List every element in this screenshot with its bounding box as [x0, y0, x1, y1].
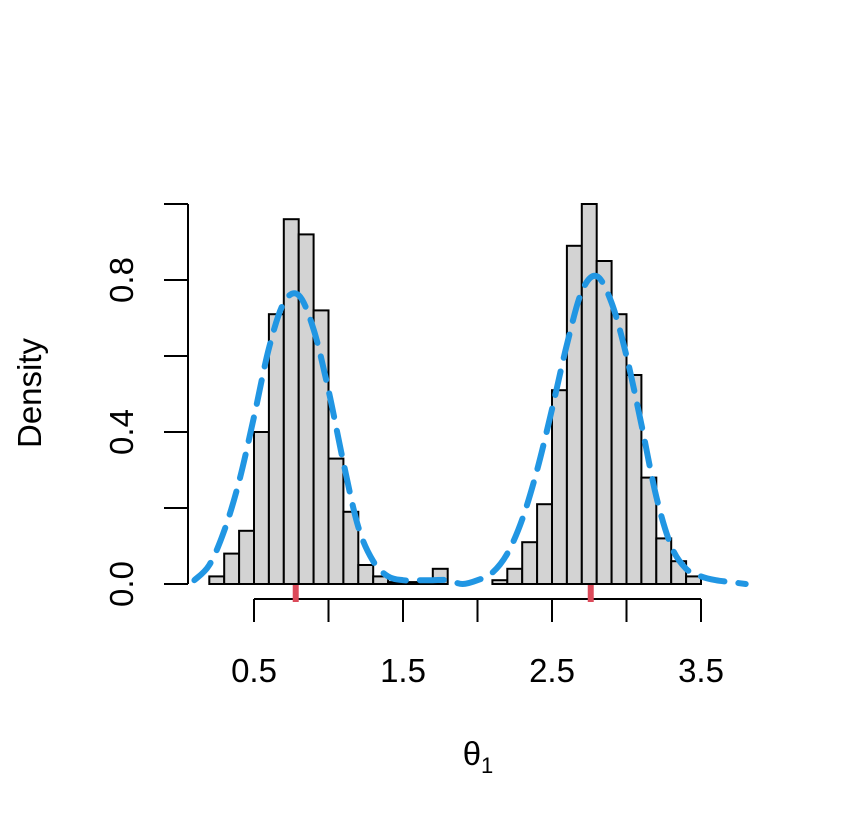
y-tick-label: 0.8: [103, 257, 140, 303]
x-tick-label: 0.5: [231, 652, 277, 689]
histogram-bar: [580, 203, 598, 585]
histogram-bar: [640, 476, 658, 586]
histogram-bar: [297, 233, 315, 585]
histogram-bar: [267, 313, 285, 585]
y-tick-label: 0.4: [103, 409, 140, 455]
y-axis-label: Density: [11, 337, 48, 448]
histogram-bar: [223, 552, 241, 585]
y-tick-label: 0.0: [103, 561, 140, 607]
rug-marks: [292, 585, 594, 602]
x-tick-label: 1.5: [380, 652, 426, 689]
histogram-bar: [536, 503, 553, 586]
y-axis: 0.0 0.4 0.8: [103, 203, 189, 607]
histogram-bar: [312, 309, 330, 585]
histogram-bar: [208, 575, 226, 586]
histogram-bar: [521, 541, 539, 586]
histogram-bar: [253, 431, 270, 585]
histogram-bar: [655, 537, 673, 586]
x-axis-label-subscript: 1: [481, 753, 493, 778]
x-axis-label-symbol: θ: [463, 735, 481, 772]
density-curve-group: [191, 272, 749, 588]
histogram-bar: [282, 218, 300, 585]
histogram-bar: [372, 575, 390, 586]
histogram-bar: [357, 564, 375, 585]
histogram-bar: [327, 457, 345, 586]
histogram-bar: [551, 389, 568, 586]
density-curve: [191, 272, 749, 588]
histogram-bar: [491, 579, 509, 586]
histogram-bar: [342, 510, 360, 585]
histogram-bar: [595, 260, 613, 585]
x-axis-label: θ1: [463, 735, 494, 778]
histogram-bars: [208, 203, 702, 586]
x-tick-label: 3.5: [678, 652, 724, 689]
histogram-bar: [685, 575, 702, 586]
x-axis: 0.5 1.5 2.5 3.5: [231, 598, 724, 689]
histogram-bar: [238, 529, 256, 585]
x-tick-label: 2.5: [529, 652, 575, 689]
histogram-bar: [506, 567, 524, 585]
